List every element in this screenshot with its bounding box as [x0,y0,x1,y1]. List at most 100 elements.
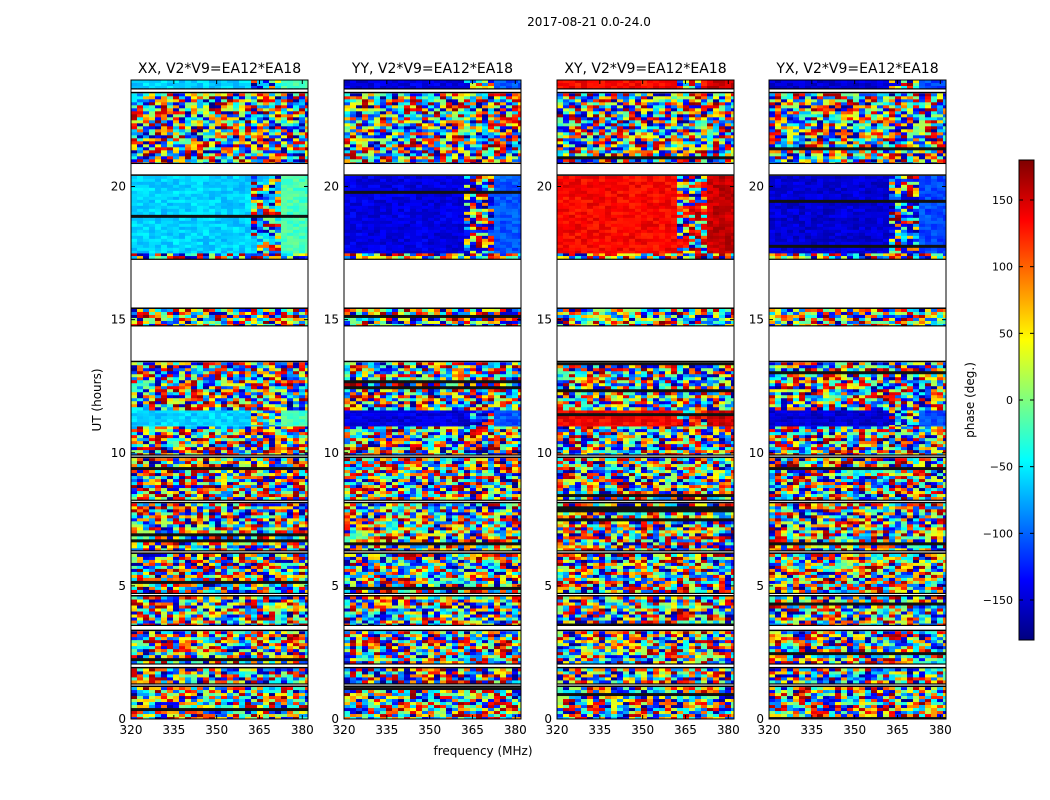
x-tick-label: 320 [758,723,781,737]
segment-flag [344,324,521,363]
phase-image [344,80,521,719]
panel-4: YX, V2*V9=EA12*EA18 320 335 350 365 380 0 5 10 15… [749,61,952,737]
x-tick-label: 335 [588,723,611,737]
segment-noise [557,631,734,664]
y-tick-label: 20 [749,180,764,194]
x-tick-label: 380 [929,723,952,737]
segment-coherent [131,175,308,254]
phase-image [557,80,734,719]
segment-flag [131,663,308,669]
segment-noise [344,631,521,664]
x-tick-label: 380 [291,723,314,737]
segment-noise [769,596,946,625]
segment-coherent [769,175,946,254]
colorbar-tick-label: −50 [990,461,1013,474]
x-tick-label: 365 [674,723,697,737]
segment-noise [557,503,734,551]
segment-flag [344,499,521,504]
panel-frame [343,79,522,720]
figure-suptitle: 2017-08-21 0.0-24.0 [527,15,651,29]
segment-noise [344,458,521,500]
segment-noise [131,668,308,684]
phase-image [131,80,308,719]
segment-flag [131,324,308,363]
segment-flag [769,592,946,597]
segment-flag [131,162,308,176]
segment-flag [344,258,521,309]
segment-noise [769,553,946,593]
segment-noise [344,596,521,625]
segment-coherent [344,80,521,89]
segment-noise [769,631,946,664]
segment-coherent [344,175,521,254]
colorbar-label: phase (deg.) [963,362,977,438]
segment-noise [557,426,734,455]
y-tick-label: 15 [537,313,552,327]
segment-coherent [557,410,734,427]
segment-noise [344,253,521,259]
panel-title: XY, V2*V9=EA12*EA18 [564,61,726,77]
segment-noise [131,426,308,455]
y-tick-label: 5 [756,579,764,593]
segment-flag [344,592,521,597]
panel-frame [768,79,947,720]
panel-title: XX, V2*V9=EA12*EA18 [138,61,301,77]
segment-flag [131,624,308,632]
x-tick-label: 350 [631,723,654,737]
segment-noise [131,553,308,593]
colorbar-tick-label: 150 [992,194,1013,207]
segment-noise [131,503,308,551]
x-tick-label: 335 [800,723,823,737]
y-tick-label: 10 [324,446,339,460]
segment-noise [769,458,946,500]
x-tick-label: 350 [418,723,441,737]
segment-flag [769,683,946,688]
segment-noise [131,631,308,664]
y-tick-label: 20 [537,180,552,194]
y-tick-label: 0 [756,712,764,726]
segment-noise [344,687,521,719]
segment-flag [131,499,308,504]
segment-coherent [557,175,734,254]
segment-flag [557,162,734,176]
panel-frame [556,79,735,720]
segment-coherent [769,80,946,89]
y-tick-label: 5 [331,579,339,593]
segment-noise [557,687,734,719]
x-tick-label: 335 [162,723,185,737]
segment-flag [557,324,734,363]
y-tick-label: 0 [118,712,126,726]
segment-flag [769,624,946,632]
segment-noise [557,308,734,326]
segment-noise [344,503,521,551]
y-tick-label: 15 [111,313,126,327]
x-tick-label: 380 [504,723,527,737]
segment-noise [131,308,308,326]
colorbar: 150 100 50 0 −50 −100 −150 phase (deg.) [963,159,1035,641]
segment-flag [557,499,734,504]
y-tick-label: 10 [111,446,126,460]
panel-frame [130,79,309,720]
y-tick-label: 0 [544,712,552,726]
segment-flag [131,87,308,94]
x-tick-label: 320 [333,723,356,737]
y-tick-label: 5 [544,579,552,593]
segment-noise [769,253,946,259]
segment-flag [344,162,521,176]
y-tick-label: 20 [111,180,126,194]
segment-flag [769,549,946,554]
segment-noise [344,362,521,411]
segment-noise [557,93,734,163]
segment-flag [131,592,308,597]
segment-flag [769,499,946,504]
y-axis-label: UT (hours) [90,368,104,431]
segment-noise [769,93,946,163]
segment-flag [344,624,521,632]
segment-noise [131,687,308,719]
x-tick-label: 350 [205,723,228,737]
panel-1: XX, V2*V9=EA12*EA18 320 335 350 365 380 0 5 10 15… [111,61,314,737]
segment-noise [344,93,521,163]
segment-noise [344,308,521,326]
x-axis-label: frequency (MHz) [433,744,532,758]
segment-flag [557,87,734,94]
